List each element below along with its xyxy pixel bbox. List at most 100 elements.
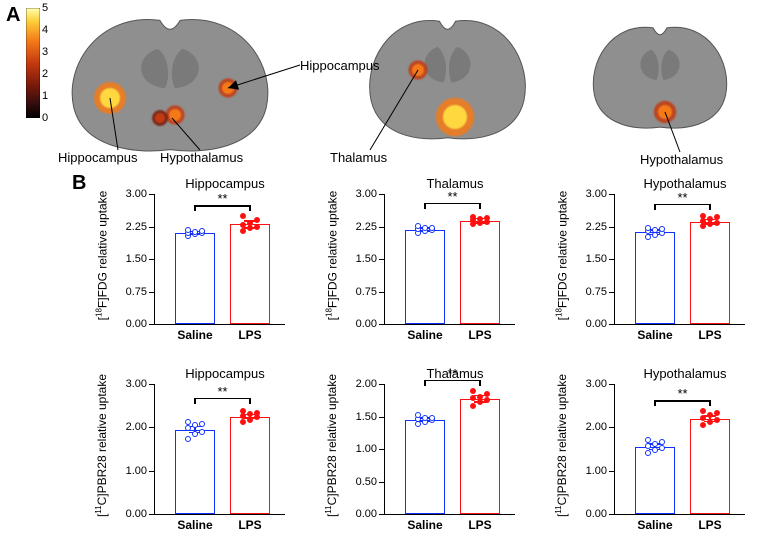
y-tick-label: 1.00 xyxy=(356,443,377,455)
pointer-line xyxy=(0,0,777,180)
y-tick xyxy=(379,292,385,293)
y-tick-label: 3.00 xyxy=(586,188,607,200)
sig-tick xyxy=(424,380,425,386)
y-axis-label: [18F]FDG relative uptake xyxy=(324,180,340,330)
x-category-label: Saline xyxy=(637,328,672,342)
data-point xyxy=(477,394,483,400)
y-tick-label: 2.00 xyxy=(126,421,147,433)
chart-title: Hypothalamus xyxy=(610,366,760,381)
bar-chart: Thalamus[18F]FDG relative uptake0.000.75… xyxy=(330,180,530,350)
x-category-label: LPS xyxy=(468,328,491,342)
y-tick xyxy=(609,514,615,515)
y-tick-label: 0.00 xyxy=(356,318,377,330)
y-tick-label: 0.75 xyxy=(126,286,147,298)
data-point xyxy=(707,412,713,418)
y-tick-label: 2.25 xyxy=(586,221,607,233)
y-tick-label: 0.00 xyxy=(126,508,147,520)
y-tick xyxy=(379,384,385,385)
sig-label: ** xyxy=(217,191,227,206)
y-tick-label: 3.00 xyxy=(356,188,377,200)
sig-tick xyxy=(709,400,710,406)
sig-tick xyxy=(479,380,480,386)
plot-area: 0.000.751.502.253.00SalineLPS** xyxy=(384,194,515,325)
x-category-label: Saline xyxy=(177,518,212,532)
y-tick xyxy=(379,514,385,515)
lps-bar xyxy=(460,221,500,324)
y-tick xyxy=(609,324,615,325)
sig-label: ** xyxy=(447,189,457,204)
saline-bar xyxy=(635,447,675,514)
x-category-label: Saline xyxy=(637,518,672,532)
y-axis-label: [18F]FDG relative uptake xyxy=(94,180,110,330)
y-tick xyxy=(149,471,155,472)
data-point xyxy=(645,443,651,449)
lps-bar xyxy=(230,224,270,324)
data-point xyxy=(652,441,658,447)
y-axis-label: [18F]FDG relative uptake xyxy=(554,180,570,330)
y-tick xyxy=(609,427,615,428)
data-point xyxy=(199,429,205,435)
sig-label: ** xyxy=(677,386,687,401)
saline-bar xyxy=(175,430,215,515)
data-point xyxy=(247,417,253,423)
data-point xyxy=(199,421,205,427)
data-point xyxy=(714,214,720,220)
x-category-label: Saline xyxy=(407,328,442,342)
bar-chart: Hippocampus[18F]FDG relative uptake0.000… xyxy=(100,180,300,350)
x-category-label: LPS xyxy=(698,518,721,532)
sig-tick xyxy=(249,398,250,404)
data-point xyxy=(645,437,651,443)
sig-label: ** xyxy=(447,366,457,381)
saline-bar xyxy=(175,233,215,324)
y-tick xyxy=(609,259,615,260)
y-axis-label: [11C]PBR28 relative uptake xyxy=(324,370,340,520)
y-tick-label: 3.00 xyxy=(126,378,147,390)
x-category-label: LPS xyxy=(468,518,491,532)
y-tick xyxy=(149,227,155,228)
chart-title: Hypothalamus xyxy=(610,176,760,191)
panel-b-label: B xyxy=(72,172,86,195)
y-tick-label: 1.50 xyxy=(586,253,607,265)
y-tick-label: 0.75 xyxy=(356,286,377,298)
y-tick xyxy=(609,227,615,228)
data-point xyxy=(700,213,706,219)
sig-tick xyxy=(654,400,655,406)
y-tick xyxy=(379,227,385,228)
lps-bar xyxy=(690,222,730,324)
data-point xyxy=(659,226,665,232)
y-tick-label: 2.25 xyxy=(356,221,377,233)
y-tick-label: 0.00 xyxy=(126,318,147,330)
data-point xyxy=(714,220,720,226)
lps-bar xyxy=(230,417,270,515)
y-axis-label: [11C]PBR28 relative uptake xyxy=(554,370,570,520)
y-tick xyxy=(379,482,385,483)
data-point xyxy=(240,228,246,234)
y-tick xyxy=(609,194,615,195)
y-tick xyxy=(149,324,155,325)
sig-tick xyxy=(194,205,195,211)
data-point xyxy=(652,447,658,453)
data-point xyxy=(254,217,260,223)
panel-b-charts: Hippocampus[18F]FDG relative uptake0.000… xyxy=(100,180,760,540)
sig-tick xyxy=(194,398,195,404)
x-category-label: LPS xyxy=(238,328,261,342)
data-point xyxy=(659,439,665,445)
data-point xyxy=(240,408,246,414)
x-category-label: LPS xyxy=(698,328,721,342)
y-tick xyxy=(379,324,385,325)
sig-tick xyxy=(479,203,480,209)
sig-label: ** xyxy=(217,384,227,399)
y-tick-label: 3.00 xyxy=(586,378,607,390)
x-category-label: Saline xyxy=(407,518,442,532)
data-point xyxy=(470,388,476,394)
sig-tick xyxy=(249,205,250,211)
sig-tick xyxy=(424,203,425,209)
saline-bar xyxy=(405,420,445,514)
sig-tick xyxy=(709,204,710,210)
y-axis-label: [11C]PBR28 relative uptake xyxy=(94,370,110,520)
y-tick xyxy=(149,259,155,260)
y-tick-label: 2.00 xyxy=(586,421,607,433)
data-point xyxy=(700,218,706,224)
figure-root: A 012345 HippocampusHypothalamusHippocam… xyxy=(0,0,777,558)
data-point xyxy=(429,415,435,421)
